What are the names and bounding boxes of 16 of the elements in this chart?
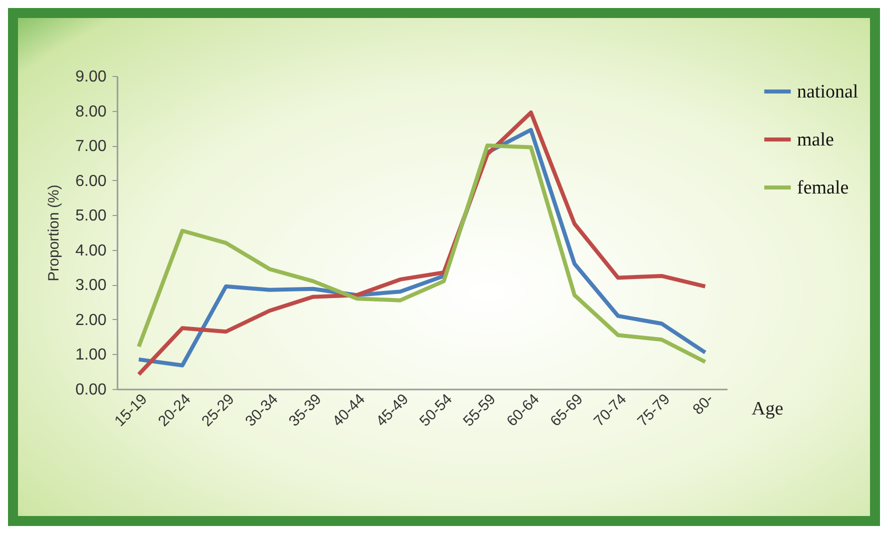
legend-label: national — [797, 82, 858, 102]
y-axis-title: Proportion (%) — [45, 184, 62, 282]
legend-label: female — [797, 178, 849, 198]
legend-label: male — [797, 130, 834, 150]
y-tick-label: 0.00 — [75, 382, 107, 398]
y-tick-label: 4.00 — [75, 242, 107, 260]
y-tick-label: 2.00 — [75, 312, 107, 329]
y-tick-label: 6.00 — [75, 172, 107, 190]
y-tick-label: 7.00 — [75, 138, 107, 156]
y-tick-label: 1.00 — [75, 346, 107, 364]
x-tick-label: 80- — [690, 390, 718, 418]
y-tick-label: 3.00 — [75, 277, 107, 294]
y-tick-label: 5.00 — [75, 208, 107, 225]
x-axis-title: Age — [752, 398, 784, 420]
y-tick-label: 9.00 — [75, 68, 107, 86]
y-tick-label: 8.00 — [75, 103, 107, 120]
